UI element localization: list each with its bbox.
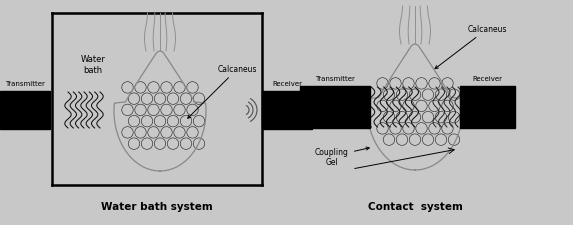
Text: Water bath system: Water bath system [101, 201, 213, 211]
Bar [300, 87, 370, 128]
Text: Coupling
Gel: Coupling Gel [315, 147, 369, 166]
Text: Calcaneus: Calcaneus [188, 65, 257, 119]
Bar [0, 92, 50, 129]
Text: Contact  system: Contact system [367, 201, 462, 211]
Text: Transmitter: Transmitter [5, 81, 45, 87]
Bar [460, 87, 515, 128]
Text: Receiver: Receiver [272, 81, 302, 87]
Bar [262, 92, 312, 129]
Text: Water
bath: Water bath [81, 55, 105, 74]
Text: Transmitter: Transmitter [315, 76, 355, 82]
Text: Receiver: Receiver [473, 76, 503, 82]
Text: Calcaneus: Calcaneus [435, 25, 508, 69]
